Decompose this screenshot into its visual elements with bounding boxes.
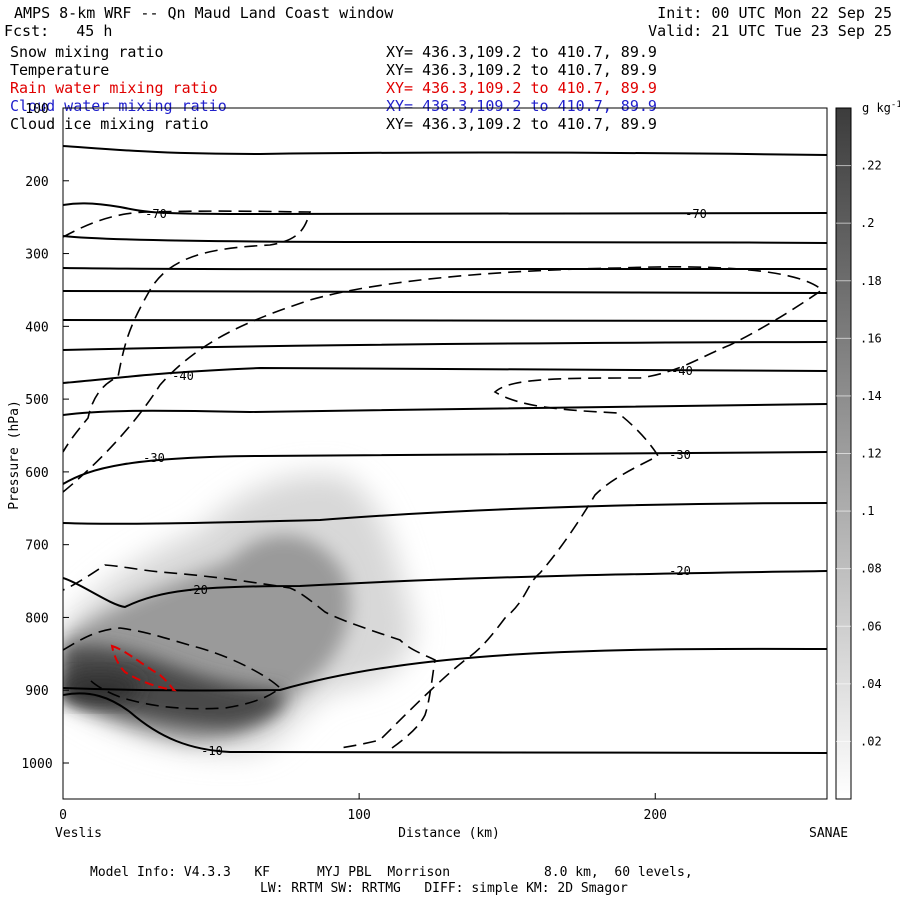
contour-label: -70	[685, 207, 707, 221]
y-tick-label: 700	[25, 539, 48, 554]
y-tick-label: 1000	[21, 757, 52, 772]
contour-label: -30	[143, 451, 165, 465]
contour-label: -40	[172, 369, 194, 383]
contour-label: -70	[145, 207, 167, 221]
x-tick-label: 200	[644, 808, 667, 823]
isotherm-line	[63, 451, 827, 485]
isotherm-line	[63, 692, 827, 754]
temperature-contours	[63, 145, 827, 754]
colorbar-units: g kg-1	[862, 100, 900, 115]
y-tick-label: 600	[25, 466, 48, 481]
valid-time: Valid: 21 UTC Tue 23 Sep 25	[648, 22, 892, 40]
colorbar-tick-label: .12	[860, 447, 882, 461]
contour-label: -30	[669, 448, 691, 462]
init-time: Init: 00 UTC Mon 22 Sep 25	[657, 4, 892, 22]
y-tick-label: 800	[25, 611, 48, 626]
colorbar-tick-label: .16	[860, 331, 882, 345]
rain-water-contours	[110, 644, 177, 692]
plot-frame	[62, 107, 828, 800]
colorbar-tick-label: .14	[860, 389, 882, 403]
field-temperature-xy: XY= 436.3,109.2 to 410.7, 89.9	[386, 61, 657, 79]
colorbar-tick-label: .06	[860, 619, 882, 633]
isotherm-line	[63, 235, 827, 244]
contour-label: -20	[186, 583, 208, 597]
left-end-label: Veslis	[55, 826, 102, 841]
isotherm-line	[63, 145, 827, 156]
cloud-ice-contour	[63, 627, 282, 710]
y-tick-label: 500	[25, 393, 48, 408]
contour-label: -20	[669, 564, 691, 578]
chart-title: AMPS 8-km WRF -- Qn Maud Land Coast wind…	[14, 4, 394, 22]
isotherm-line	[63, 319, 827, 322]
isotherm-line	[63, 647, 827, 692]
field-cloudice-xy: XY= 436.3,109.2 to 410.7, 89.9	[386, 115, 657, 133]
isotherm-line	[63, 202, 827, 216]
x-axis-label: Distance (km)	[398, 826, 500, 841]
field-cloudwater-xy: XY= 436.3,109.2 to 410.7, 89.9	[386, 97, 657, 115]
y-tick-label: 900	[25, 684, 48, 699]
isotherm-line	[63, 267, 827, 271]
colorbar: g kg-1 .02 .04 .06 .08 .1 .12 .14 .16 .18 .2 .22	[835, 100, 900, 800]
forecast-hour: Fcst: 45 h	[4, 22, 113, 40]
right-end-label: SANAE	[809, 826, 848, 841]
contour-label: -10	[201, 744, 223, 758]
field-temperature-name: Temperature	[10, 61, 110, 79]
field-cloudice-name: Cloud ice mixing ratio	[10, 115, 209, 133]
field-snow-name: Snow mixing ratio	[10, 43, 164, 61]
isotherm-line	[63, 403, 827, 416]
x-axis: 0 100 200	[59, 793, 667, 823]
isotherm-line	[63, 290, 827, 294]
rain-water-contour	[110, 644, 177, 692]
cloud-ice-contour	[63, 564, 436, 749]
cloud-ice-contours	[63, 210, 824, 749]
isotherm-line	[63, 341, 827, 351]
colorbar-tick-label: .18	[860, 274, 882, 288]
isotherm-line	[63, 366, 827, 384]
colorbar-tick-label: .2	[860, 216, 874, 230]
x-tick-label: 0	[59, 808, 67, 823]
field-cloudwater-name: Cloud water mixing ratio	[10, 97, 227, 115]
snow-shading	[63, 473, 414, 753]
colorbar-tick-label: .08	[860, 562, 882, 576]
y-tick-label: 200	[25, 175, 48, 190]
colorbar-tick-label: .02	[860, 734, 882, 748]
colorbar-tick-label: .04	[860, 677, 882, 691]
field-snow-xy: XY= 436.3,109.2 to 410.7, 89.9	[386, 43, 657, 61]
cloud-ice-contour	[63, 266, 824, 749]
model-info: Model Info: V4.3.3 KF MYJ PBL Morrison 8…	[90, 865, 693, 880]
colorbar-tick-label: .22	[860, 159, 882, 173]
isotherm-line	[63, 570, 827, 609]
physics-info: LW: RRTM SW: RRTMG DIFF: simple KM: 2D S…	[260, 881, 628, 896]
y-axis-label: Pressure (hPa)	[7, 400, 22, 510]
contour-label: -40	[671, 364, 693, 378]
x-tick-label: 100	[347, 808, 370, 823]
field-rain-xy: XY= 436.3,109.2 to 410.7, 89.9	[386, 79, 657, 97]
field-rain-name: Rain water mixing ratio	[10, 79, 218, 97]
y-tick-label: 100	[25, 102, 48, 117]
contour-labels: -70 -70 -40 -40 -30 -30 -20 -20 -10	[143, 207, 707, 758]
isotherm-line	[63, 502, 827, 525]
cloud-ice-contour	[63, 210, 312, 453]
colorbar-tick-label: .1	[860, 504, 874, 518]
y-tick-label: 300	[25, 248, 48, 263]
y-axis: 100 200 300 400 500 600 700 800 900 1000	[21, 102, 69, 772]
colorbar-ticks: .02 .04 .06 .08 .1 .12 .14 .16 .18 .2 .22	[836, 159, 882, 748]
y-tick-label: 400	[25, 320, 48, 335]
